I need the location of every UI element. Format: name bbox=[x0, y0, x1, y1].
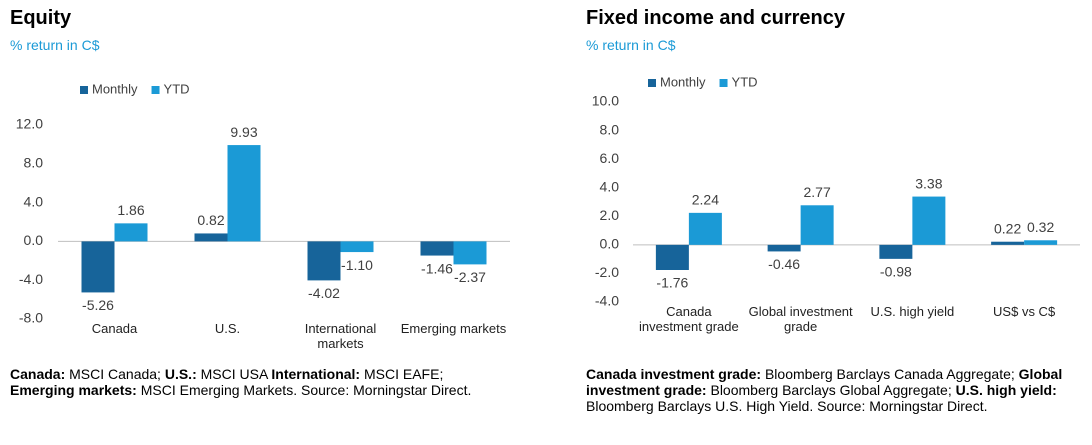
bar bbox=[307, 241, 341, 281]
value-label: -1.76 bbox=[656, 275, 688, 291]
value-label: 0.32 bbox=[1027, 219, 1054, 235]
x-tick-label: U.S. high yield bbox=[870, 304, 955, 319]
footnote: Canada: MSCI Canada; U.S.: MSCI USA Inte… bbox=[10, 366, 510, 398]
value-label: -1.10 bbox=[341, 257, 373, 273]
x-tick-label-box: International markets bbox=[304, 321, 377, 351]
bar bbox=[912, 196, 946, 245]
x-tick-label-box: Canada investment grade bbox=[639, 304, 739, 334]
bar bbox=[453, 241, 487, 265]
legend-swatch bbox=[80, 86, 88, 94]
legend-label: YTD bbox=[732, 74, 758, 89]
value-label: -1.46 bbox=[421, 260, 453, 276]
footnote-text: Bloomberg Barclays U.S. High Yield. Sour… bbox=[586, 398, 988, 414]
y-tick-label: 4.0 bbox=[600, 178, 620, 194]
chart-title: Fixed income and currency bbox=[586, 7, 846, 29]
value-label: 9.93 bbox=[230, 124, 257, 140]
x-tick-label: Canada investment grade bbox=[639, 304, 739, 334]
legend-swatch bbox=[648, 79, 656, 87]
x-tick-label-box: Global investment grade bbox=[748, 304, 853, 334]
legend-swatch bbox=[151, 86, 160, 94]
footnote-label: Canada investment grade: bbox=[586, 366, 762, 382]
legend-swatch bbox=[719, 79, 728, 87]
bar bbox=[227, 145, 261, 242]
footnote-text: MSCI USA bbox=[200, 366, 268, 382]
footnote-text: Bloomberg Barclays Canada Aggregate; bbox=[764, 366, 1015, 382]
footnote-label: Global investment grade: bbox=[586, 366, 1063, 398]
value-label: 0.22 bbox=[994, 220, 1021, 236]
x-tick-label: Global investment grade bbox=[748, 304, 853, 334]
y-tick-label: 12.0 bbox=[16, 116, 43, 132]
footnote-label: U.S. high yield: bbox=[955, 382, 1057, 398]
bar bbox=[81, 241, 115, 293]
x-tick-label: US$ vs C$ bbox=[993, 304, 1056, 319]
y-tick-label: 2.0 bbox=[600, 207, 620, 223]
x-tick-label-box: Emerging markets bbox=[400, 321, 507, 336]
bar bbox=[655, 244, 689, 270]
chart-subtitle: % return in C$ bbox=[10, 37, 100, 53]
value-label: 1.86 bbox=[117, 202, 144, 218]
y-tick-label: 0.0 bbox=[24, 232, 44, 248]
bar bbox=[688, 212, 722, 245]
x-tick-label-box: US$ vs C$ bbox=[993, 304, 1056, 319]
bar bbox=[114, 223, 148, 242]
bar bbox=[991, 241, 1025, 245]
footnote-text: Bloomberg Barclays Global Aggregate; bbox=[710, 382, 952, 398]
y-tick-label: 8.0 bbox=[600, 121, 620, 137]
bar bbox=[800, 205, 834, 245]
x-tick-label-box: Canada bbox=[91, 321, 138, 336]
bar bbox=[879, 244, 913, 259]
y-tick-label: 0.0 bbox=[600, 236, 620, 252]
footnote: Canada investment grade: Bloomberg Barcl… bbox=[586, 366, 1086, 414]
y-tick-label: -8.0 bbox=[19, 310, 43, 326]
y-tick-label: 8.0 bbox=[24, 155, 44, 171]
value-label: 0.82 bbox=[197, 212, 224, 228]
footnote-label: Canada: bbox=[10, 366, 66, 382]
value-label: 2.77 bbox=[804, 184, 831, 200]
bar bbox=[767, 244, 801, 252]
x-tick-label-box: U.S. bbox=[214, 321, 241, 336]
value-label: -4.02 bbox=[308, 285, 340, 301]
footnote-label: International: bbox=[271, 366, 361, 382]
legend-label: YTD bbox=[164, 81, 190, 96]
x-tick-label: Emerging markets bbox=[400, 321, 507, 336]
value-label: -0.98 bbox=[880, 264, 912, 280]
y-tick-label: 6.0 bbox=[600, 150, 620, 166]
value-label: -0.46 bbox=[768, 256, 800, 272]
chart-title: Equity bbox=[10, 7, 72, 29]
footnote-text: MSCI Emerging Markets. Source: Morningst… bbox=[140, 382, 472, 398]
value-label: -2.37 bbox=[454, 269, 486, 285]
chart-subtitle: % return in C$ bbox=[586, 37, 676, 53]
value-label: 2.24 bbox=[692, 192, 719, 208]
footnote-label: U.S.: bbox=[164, 366, 197, 382]
footnote-label: Emerging markets: bbox=[10, 382, 137, 398]
x-tick-label: International markets bbox=[304, 321, 377, 351]
bar bbox=[340, 241, 374, 253]
y-tick-label: -2.0 bbox=[595, 264, 619, 280]
x-tick-label: Canada bbox=[91, 321, 138, 336]
y-tick-label: 4.0 bbox=[24, 193, 44, 209]
y-tick-label: -4.0 bbox=[19, 271, 43, 287]
x-tick-label: U.S. bbox=[214, 321, 241, 336]
value-label: 3.38 bbox=[915, 175, 942, 191]
legend-label: Monthly bbox=[92, 81, 138, 96]
y-tick-label: 10.0 bbox=[592, 93, 619, 109]
y-tick-label: -4.0 bbox=[595, 293, 619, 309]
footnote-text: MSCI EAFE; bbox=[363, 366, 444, 382]
footnote-text: MSCI Canada; bbox=[69, 366, 161, 382]
x-tick-label-box: U.S. high yield bbox=[870, 304, 955, 319]
bar bbox=[420, 241, 454, 256]
value-label: -5.26 bbox=[82, 297, 114, 313]
legend-label: Monthly bbox=[660, 74, 706, 89]
bar bbox=[194, 233, 228, 242]
bar bbox=[1024, 240, 1058, 245]
